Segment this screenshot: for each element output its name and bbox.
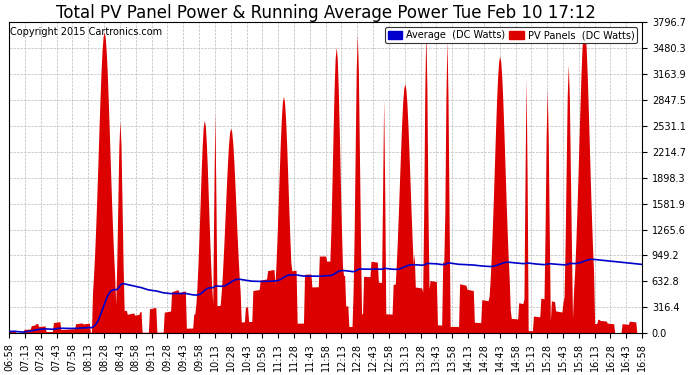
Text: Copyright 2015 Cartronics.com: Copyright 2015 Cartronics.com xyxy=(10,27,162,37)
Title: Total PV Panel Power & Running Average Power Tue Feb 10 17:12: Total PV Panel Power & Running Average P… xyxy=(56,4,595,22)
Legend: Average  (DC Watts), PV Panels  (DC Watts): Average (DC Watts), PV Panels (DC Watts) xyxy=(385,27,638,43)
